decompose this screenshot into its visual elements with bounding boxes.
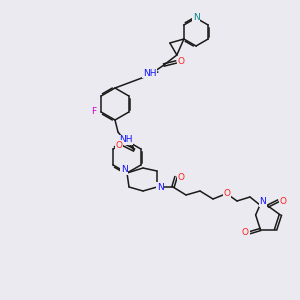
Text: N: N xyxy=(121,166,128,175)
Text: O: O xyxy=(178,172,184,182)
Text: O: O xyxy=(116,140,122,149)
Text: F: F xyxy=(92,107,97,116)
Text: O: O xyxy=(224,188,230,197)
Text: NH: NH xyxy=(119,136,133,145)
Text: N: N xyxy=(260,197,266,206)
Text: NH: NH xyxy=(143,68,157,77)
Text: N: N xyxy=(193,14,200,22)
Text: O: O xyxy=(280,196,286,206)
Text: N: N xyxy=(157,182,164,191)
Text: O: O xyxy=(177,58,184,67)
Text: O: O xyxy=(242,228,249,237)
